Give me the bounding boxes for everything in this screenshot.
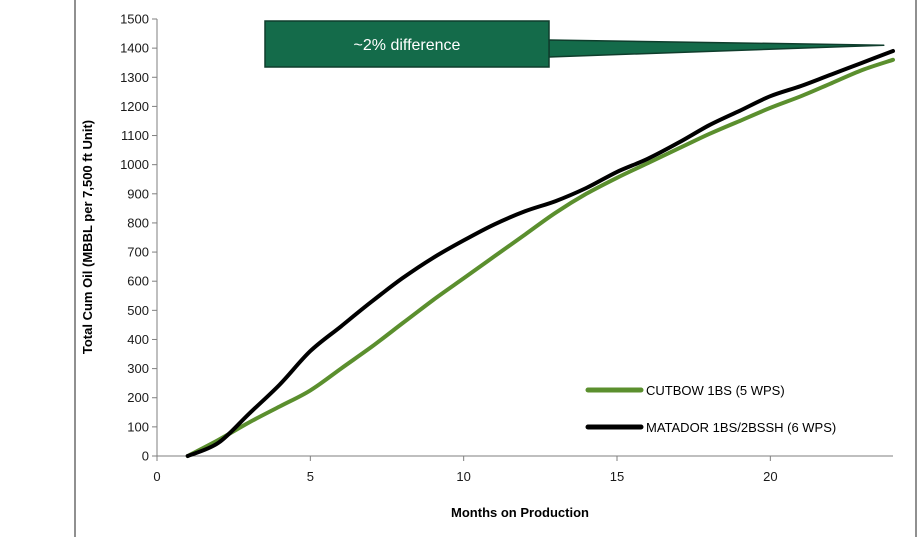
y-tick-label: 600 xyxy=(127,274,149,289)
y-tick-label: 800 xyxy=(127,215,149,230)
x-tick-label: 20 xyxy=(763,469,777,484)
annotation-pointer xyxy=(548,39,885,58)
annotation-text: ~2% difference xyxy=(354,37,461,54)
x-tick-label: 0 xyxy=(153,469,160,484)
legend-label-1: CUTBOW 1BS (5 WPS) xyxy=(646,383,785,398)
y-tick-label: 1100 xyxy=(121,128,149,143)
y-tick-label: 1200 xyxy=(120,99,149,114)
y-tick-label: 100 xyxy=(127,419,149,434)
x-axis-title: Months on Production xyxy=(451,505,589,520)
axes: 0100200300400500600700800900100011001200… xyxy=(120,12,893,484)
x-axis-ticks: 0 5 10 15 20 xyxy=(153,456,778,484)
y-tick-label: 1500 xyxy=(120,12,149,27)
y-tick-label: 1400 xyxy=(120,41,149,56)
y-tick-label: 700 xyxy=(127,245,149,260)
annotation-box xyxy=(264,20,550,68)
x-tick-label: 10 xyxy=(456,469,470,484)
y-tick-label: 1000 xyxy=(120,157,149,172)
series-line-2 xyxy=(185,49,895,458)
legend-label-2: MATADOR 1BS/2BSSH (6 WPS) xyxy=(646,420,836,435)
y-tick-label: 1300 xyxy=(120,70,149,85)
legend: CUTBOW 1BS (5 WPS) MATADOR 1BS/2BSSH (6 W… xyxy=(585,383,836,435)
annotation-callout: ~2% difference xyxy=(264,20,885,68)
series-group xyxy=(185,49,895,458)
y-tick-label: 300 xyxy=(127,361,149,376)
y-axis-title: Total Cum Oil (MBBL per 7,500 ft Unit) xyxy=(80,120,95,354)
y-tick-label: 900 xyxy=(127,186,149,201)
y-tick-label: 400 xyxy=(127,332,149,347)
y-axis-ticks: 0 100 200 300 400 500 600 700 800 900 1000 1100 1200… xyxy=(120,12,157,464)
y-tick-label: 0 xyxy=(142,449,149,464)
x-tick-label: 5 xyxy=(307,469,314,484)
series-line-1 xyxy=(185,57,895,458)
y-tick-label: 500 xyxy=(127,303,149,318)
y-tick-label: 200 xyxy=(127,390,149,405)
x-tick-label: 15 xyxy=(610,469,624,484)
